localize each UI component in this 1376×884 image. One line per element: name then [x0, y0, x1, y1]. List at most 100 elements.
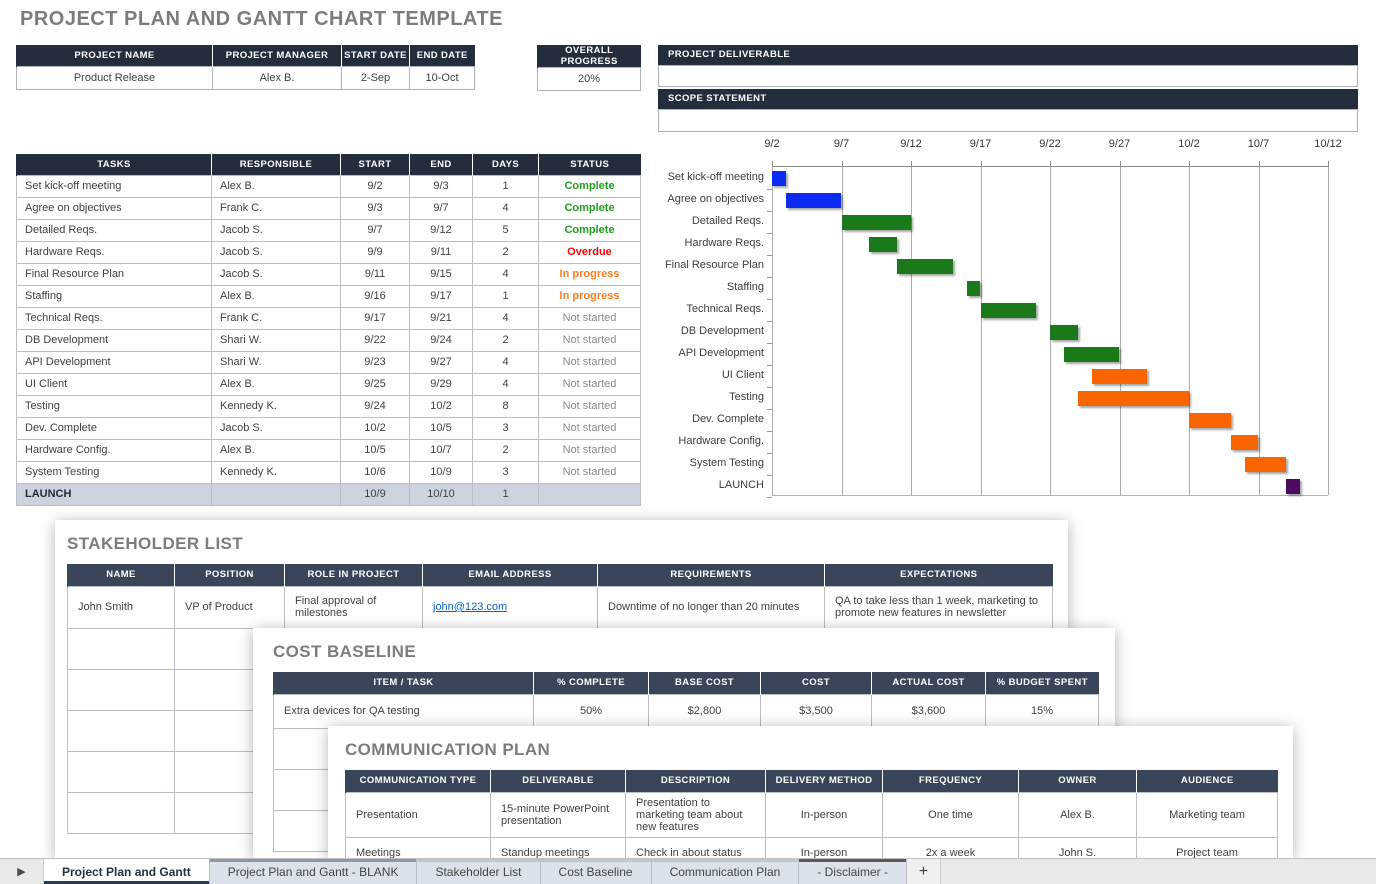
task-start-cell[interactable]: 9/17 [340, 306, 410, 330]
table-cell[interactable]: 50% [533, 693, 649, 729]
task-end-cell[interactable]: 9/3 [409, 174, 473, 198]
task-status-cell[interactable]: Not started [538, 350, 641, 374]
task-name-cell[interactable]: Hardware Config. [16, 438, 212, 462]
task-status-cell[interactable]: Not started [538, 372, 641, 396]
task-days-cell[interactable]: 4 [472, 350, 539, 374]
task-responsible-cell[interactable]: Shari W. [211, 350, 341, 374]
task-responsible-cell[interactable]: Frank C. [211, 306, 341, 330]
task-status-cell[interactable]: Not started [538, 328, 641, 352]
task-responsible-cell[interactable]: Frank C. [211, 196, 341, 220]
gantt-bar[interactable] [897, 258, 953, 274]
task-name-cell[interactable]: Hardware Reqs. [16, 240, 212, 264]
task-start-cell[interactable]: 10/2 [340, 416, 410, 440]
task-status-cell[interactable]: Not started [538, 394, 641, 418]
task-days-cell[interactable]: 3 [472, 460, 539, 484]
task-days-cell[interactable]: 2 [472, 438, 539, 462]
empty-cell[interactable] [67, 709, 175, 752]
task-status-cell[interactable]: Not started [538, 416, 641, 440]
gantt-bar[interactable] [1244, 456, 1287, 472]
sheet-tab-disclaimer[interactable]: - Disclaimer - [799, 859, 907, 884]
sheet-tab-stakeholder-list[interactable]: Stakeholder List [417, 859, 541, 884]
task-start-cell[interactable]: 9/16 [340, 284, 410, 308]
sheet-tab-project-plan-and-gantt-blank[interactable]: Project Plan and Gantt - BLANK [209, 859, 418, 884]
task-status-cell[interactable]: In progress [538, 284, 641, 308]
table-cell[interactable]: 15% [985, 693, 1099, 729]
gantt-bar[interactable] [1189, 412, 1231, 428]
task-days-cell[interactable]: 5 [472, 218, 539, 242]
task-start-cell[interactable]: 9/25 [340, 372, 410, 396]
table-cell[interactable]: Meetings [345, 836, 491, 858]
table-cell[interactable]: Downtime of no longer than 20 minutes [597, 585, 825, 629]
gantt-bar[interactable] [785, 192, 842, 208]
task-end-cell[interactable]: 9/15 [409, 262, 473, 286]
table-cell[interactable]: QA to take less than 1 week, marketing t… [824, 585, 1053, 629]
task-days-cell[interactable]: 8 [472, 394, 539, 418]
task-name-cell[interactable]: Set kick-off meeting [16, 174, 212, 198]
table-cell[interactable]: Check in about status [625, 836, 766, 858]
task-responsible-cell[interactable]: Alex B. [211, 438, 341, 462]
task-days-cell[interactable]: 1 [472, 174, 539, 198]
task-days-cell[interactable]: 2 [472, 240, 539, 264]
table-cell[interactable]: Extra devices for QA testing [273, 693, 534, 729]
task-end-cell[interactable]: 9/7 [409, 196, 473, 220]
table-cell[interactable]: In-person [765, 791, 883, 838]
table-cell[interactable]: Standup meetings [490, 836, 626, 858]
task-days-cell[interactable]: 4 [472, 306, 539, 330]
task-status-cell[interactable]: Complete [538, 174, 641, 198]
table-cell[interactable]: John Smith [67, 585, 175, 629]
task-end-cell[interactable]: 9/11 [409, 240, 473, 264]
task-responsible-cell[interactable]: Alex B. [211, 174, 341, 198]
project-name-cell[interactable]: Product Release [16, 65, 213, 90]
task-start-cell[interactable]: 9/24 [340, 394, 410, 418]
task-days-cell[interactable]: 1 [472, 482, 539, 506]
task-end-cell[interactable]: 9/21 [409, 306, 473, 330]
gantt-bar[interactable] [772, 170, 786, 186]
table-cell[interactable]: John S. [1018, 836, 1137, 858]
task-start-cell[interactable]: 10/6 [340, 460, 410, 484]
tab-scroll-arrow-icon[interactable]: ▶ [0, 859, 44, 884]
table-cell[interactable]: $2,800 [648, 693, 761, 729]
task-end-cell[interactable]: 10/9 [409, 460, 473, 484]
table-cell[interactable]: Project team [1136, 836, 1278, 858]
task-days-cell[interactable]: 1 [472, 284, 539, 308]
table-cell[interactable]: Marketing team [1136, 791, 1278, 838]
task-responsible-cell[interactable]: Kennedy K. [211, 394, 341, 418]
task-days-cell[interactable]: 4 [472, 262, 539, 286]
sheet-tab-communication-plan[interactable]: Communication Plan [651, 859, 800, 884]
task-responsible-cell[interactable]: Kennedy K. [211, 460, 341, 484]
empty-cell[interactable] [67, 668, 175, 711]
task-responsible-cell[interactable]: Alex B. [211, 284, 341, 308]
table-cell[interactable]: john@123.com [422, 585, 598, 629]
scope-statement-cell[interactable] [658, 109, 1358, 132]
gantt-bar[interactable] [1077, 390, 1189, 406]
task-start-cell[interactable]: 9/22 [340, 328, 410, 352]
task-days-cell[interactable]: 2 [472, 328, 539, 352]
gantt-bar[interactable] [1050, 324, 1078, 340]
task-status-cell[interactable]: Not started [538, 306, 641, 330]
task-status-cell[interactable]: Overdue [538, 240, 641, 264]
task-status-cell[interactable] [538, 482, 641, 506]
task-end-cell[interactable]: 9/24 [409, 328, 473, 352]
task-status-cell[interactable]: Complete [538, 196, 641, 220]
task-start-cell[interactable]: 9/7 [340, 218, 410, 242]
gantt-bar[interactable] [1230, 434, 1259, 450]
task-name-cell[interactable]: Agree on objectives [16, 196, 212, 220]
task-status-cell[interactable]: Not started [538, 438, 641, 462]
table-cell[interactable]: Alex B. [1018, 791, 1137, 838]
task-start-cell[interactable]: 10/5 [340, 438, 410, 462]
task-days-cell[interactable]: 4 [472, 196, 539, 220]
table-cell[interactable]: 15-minute PowerPoint presentation [490, 791, 626, 838]
task-days-cell[interactable]: 4 [472, 372, 539, 396]
task-end-cell[interactable]: 9/29 [409, 372, 473, 396]
task-start-cell[interactable]: 9/3 [340, 196, 410, 220]
start-date-cell[interactable]: 2-Sep [341, 65, 410, 90]
task-responsible-cell[interactable]: Jacob S. [211, 262, 341, 286]
task-status-cell[interactable]: Not started [538, 460, 641, 484]
add-sheet-button[interactable]: + [906, 859, 941, 884]
end-date-cell[interactable]: 10-Oct [409, 65, 475, 90]
gantt-bar[interactable] [841, 214, 911, 230]
task-name-cell[interactable]: DB Development [16, 328, 212, 352]
task-responsible-cell[interactable]: Jacob S. [211, 240, 341, 264]
sheet-tab-cost-baseline[interactable]: Cost Baseline [540, 859, 652, 884]
email-link[interactable]: john@123.com [433, 601, 508, 613]
